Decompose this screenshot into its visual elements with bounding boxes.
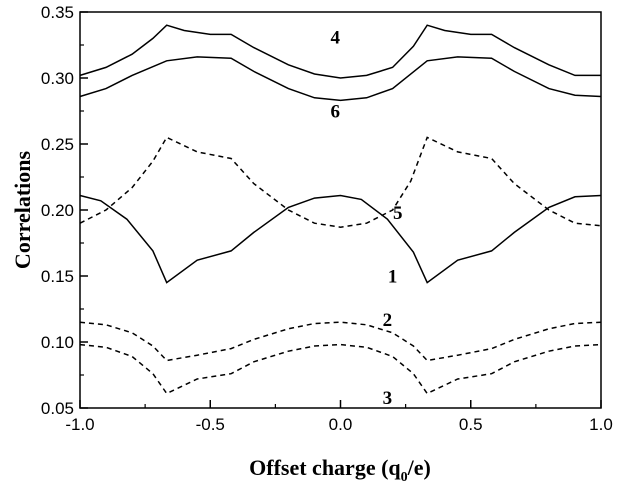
- y-tick-label: 0.10: [41, 333, 74, 352]
- series-1-line: [79, 194, 602, 284]
- x-axis-ticks: -1.0 -0.5 0.0 0.5 1.0: [65, 400, 613, 434]
- y-tick-label: 0.25: [41, 135, 74, 154]
- y-tick-label: 0.15: [41, 267, 74, 286]
- x-axis-title: Offset charge (q0/e): [249, 455, 431, 485]
- series-4-label: 4: [331, 28, 341, 49]
- series-6-line: [79, 56, 602, 102]
- series-1-label: 1: [388, 267, 398, 288]
- x-tick-label: -0.5: [196, 415, 225, 434]
- series-group: [79, 24, 602, 395]
- series-2-line: [79, 321, 602, 362]
- series-2-label: 2: [383, 310, 393, 331]
- x-tick-label: 0.0: [329, 415, 353, 434]
- series-3-line: [79, 343, 602, 395]
- plot-frame: [79, 11, 602, 409]
- series-3-label: 3: [383, 388, 393, 409]
- series-5-line: [79, 136, 602, 228]
- y-tick-label: 0.05: [41, 399, 74, 418]
- y-tick-label: 0.30: [41, 69, 74, 88]
- series-5-label: 5: [393, 203, 403, 224]
- y-axis-title: Correlations: [10, 151, 35, 270]
- curve-labels: 4 6 5 1 2 3: [331, 28, 403, 409]
- y-axis-ticks: 0.05 0.10 0.15 0.20 0.25 0.30 0.35: [41, 3, 88, 418]
- x-tick-label: 1.0: [589, 415, 613, 434]
- x-tick-label: 0.5: [459, 415, 483, 434]
- series-6-label: 6: [331, 102, 341, 123]
- y-tick-label: 0.20: [41, 201, 74, 220]
- y-tick-label: 0.35: [41, 3, 74, 22]
- x-tick-label: -1.0: [65, 415, 94, 434]
- series-4-line: [79, 24, 601, 79]
